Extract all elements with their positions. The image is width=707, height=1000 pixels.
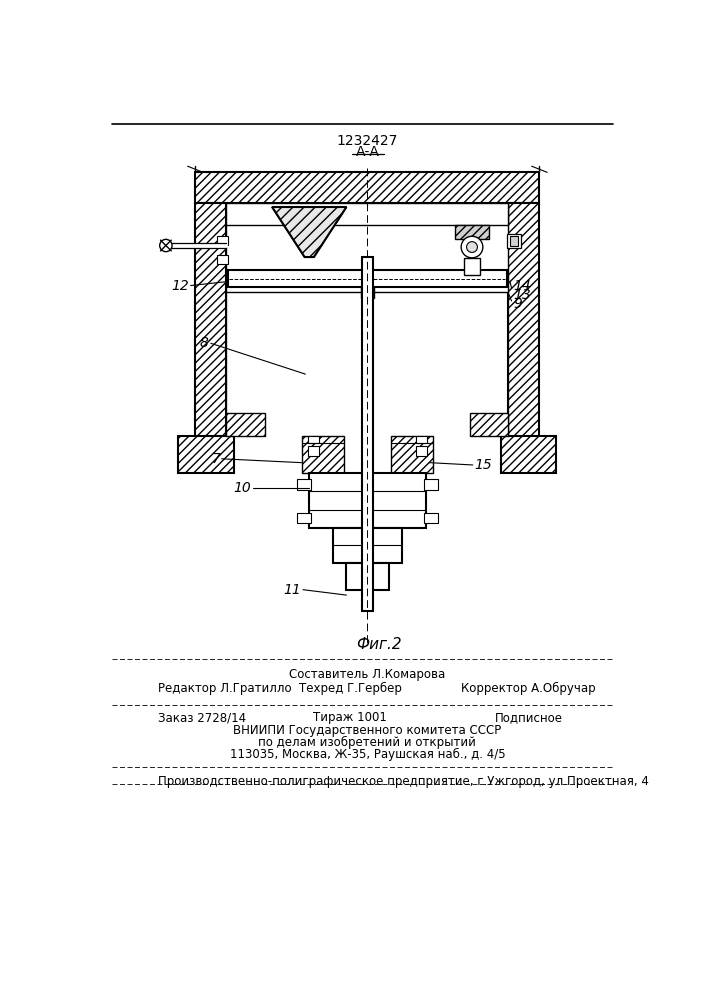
Bar <box>507 234 521 248</box>
Text: 8: 8 <box>199 336 209 350</box>
Bar <box>501 436 556 473</box>
Text: Редактор Л.Гратилло: Редактор Л.Гратилло <box>158 682 292 695</box>
Bar <box>424 479 438 490</box>
Text: Заказ 2728/14: Заказ 2728/14 <box>158 711 246 724</box>
Text: 13: 13 <box>513 288 531 302</box>
Bar <box>301 436 344 473</box>
Bar <box>416 446 427 456</box>
Bar <box>178 436 234 473</box>
Text: по делам изобретений и открытий: по делам изобретений и открытий <box>259 736 477 749</box>
Text: А-А: А-А <box>356 145 380 159</box>
Circle shape <box>467 242 477 252</box>
Text: Тираж 1001: Тираж 1001 <box>313 711 387 724</box>
Text: Подписное: Подписное <box>495 711 563 724</box>
Bar <box>391 436 433 473</box>
Text: 14: 14 <box>513 279 531 293</box>
Bar <box>416 436 427 443</box>
Text: 9: 9 <box>513 297 522 311</box>
Bar <box>464 258 480 275</box>
Bar <box>195 203 226 470</box>
Text: ВНИИПИ Государственного комитета СССР: ВНИИПИ Государственного комитета СССР <box>233 724 501 737</box>
Bar <box>424 513 438 523</box>
Bar <box>361 287 373 298</box>
Bar <box>469 413 508 436</box>
Bar <box>308 446 319 456</box>
Bar <box>510 236 518 246</box>
Text: Корректор А.Обручар: Корректор А.Обручар <box>461 682 596 695</box>
Text: 11: 11 <box>284 583 301 597</box>
Bar <box>217 255 228 264</box>
Bar <box>195 172 539 203</box>
Bar <box>455 225 489 239</box>
Text: 10: 10 <box>233 481 251 495</box>
Bar <box>226 203 508 225</box>
Text: Фиг.2: Фиг.2 <box>356 637 402 652</box>
Text: 7: 7 <box>211 452 220 466</box>
Text: Производственно-полиграфическое предприятие, г.Ужгород, ул.Проектная, 4: Производственно-полиграфическое предприя… <box>158 774 649 788</box>
Text: 1232427: 1232427 <box>337 134 398 148</box>
Text: 12: 12 <box>171 279 189 293</box>
Bar <box>308 436 319 443</box>
Bar <box>217 235 228 245</box>
Text: 113035, Москва, Ж-35, Раушская наб., д. 4/5: 113035, Москва, Ж-35, Раушская наб., д. … <box>230 748 506 761</box>
Bar <box>226 413 265 436</box>
Bar <box>508 203 539 470</box>
Bar <box>362 257 373 611</box>
Bar <box>332 528 402 563</box>
Bar <box>297 479 311 490</box>
Bar <box>228 270 507 287</box>
Polygon shape <box>272 207 346 257</box>
Bar <box>346 563 389 590</box>
Circle shape <box>160 239 172 252</box>
Circle shape <box>461 236 483 258</box>
Bar <box>297 513 311 523</box>
Text: 15: 15 <box>474 458 492 472</box>
Text: Техред Г.Гербер: Техред Г.Гербер <box>299 682 402 695</box>
Bar <box>309 473 426 528</box>
Text: Составитель Л.Комарова: Составитель Л.Комарова <box>289 668 445 681</box>
Bar <box>226 203 508 292</box>
